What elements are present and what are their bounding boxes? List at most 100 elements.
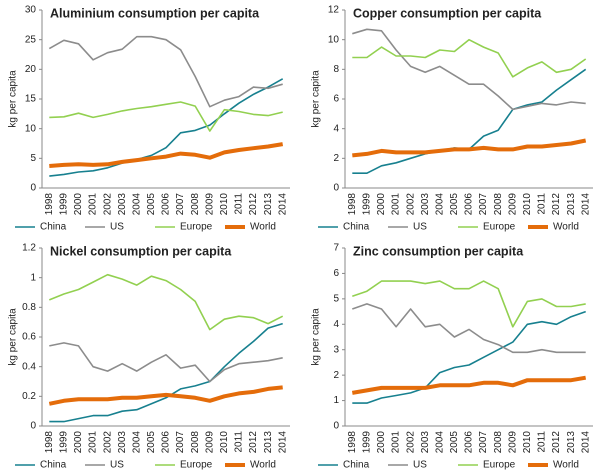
chart-title: Zinc consumption per capita xyxy=(353,244,524,258)
y-tick-label: 0 xyxy=(30,183,36,194)
chart-title: Nickel consumption per capita xyxy=(50,244,232,258)
x-tick-label: 2003 xyxy=(420,193,431,216)
y-tick-label: 2 xyxy=(333,370,339,381)
legend-label: US xyxy=(413,460,427,471)
x-tick-label: 1998 xyxy=(347,431,358,454)
y-tick-label: 0.2 xyxy=(22,391,36,402)
x-tick-label: 2011 xyxy=(537,431,548,453)
x-tick-label: 2006 xyxy=(464,431,475,454)
x-tick-label: 2013 xyxy=(263,431,274,454)
y-tick-label: 0 xyxy=(333,183,339,194)
y-tick-label: 7 xyxy=(333,243,339,254)
x-tick-label: 2001 xyxy=(391,431,402,454)
legend-label: World xyxy=(553,222,579,233)
x-tick-label: 2009 xyxy=(204,431,215,454)
x-tick-label: 2013 xyxy=(566,193,577,216)
series-line xyxy=(49,142,284,168)
y-tick-label: 6 xyxy=(333,268,339,279)
x-tick-label: 2008 xyxy=(493,193,504,216)
y-tick-label: 10 xyxy=(328,34,340,45)
x-tick-label: 2004 xyxy=(131,193,142,216)
y-tick-label: 5 xyxy=(30,153,36,164)
x-tick-label: 1999 xyxy=(362,431,373,454)
y-tick-label: 1 xyxy=(30,272,36,283)
y-tick-label: 0.6 xyxy=(22,332,36,343)
x-tick-label: 2010 xyxy=(219,193,230,216)
series-line xyxy=(352,28,586,111)
series-line xyxy=(352,280,586,328)
x-tick-label: 2014 xyxy=(580,431,591,454)
legend-label: China xyxy=(40,222,67,233)
y-tick-label: 0.8 xyxy=(22,302,36,313)
x-tick-label: 1998 xyxy=(44,431,55,454)
series-line xyxy=(352,310,586,404)
legend-label: Europe xyxy=(180,222,213,233)
x-tick-label: 2002 xyxy=(405,431,416,454)
y-tick-label: 2 xyxy=(333,153,339,164)
series-line xyxy=(49,322,283,423)
legend-label: Europe xyxy=(180,460,213,471)
x-tick-label: 2014 xyxy=(580,193,591,216)
chart-title: Aluminium consumption per capita xyxy=(50,6,260,20)
x-tick-label: 2007 xyxy=(175,431,186,454)
y-axis-label: kg per capita xyxy=(311,308,322,366)
y-axis-label: kg per capita xyxy=(8,308,19,366)
x-tick-label: 2011 xyxy=(537,193,548,215)
x-tick-label: 2004 xyxy=(131,431,142,454)
x-tick-label: 2002 xyxy=(102,193,113,216)
y-tick-label: 10 xyxy=(25,123,37,134)
series-line xyxy=(352,38,587,78)
series-line xyxy=(351,375,587,395)
x-tick-label: 2000 xyxy=(73,193,84,216)
x-tick-label: 2012 xyxy=(551,431,562,454)
y-tick-label: 30 xyxy=(25,5,37,16)
chart-panel: 0 2 4 6 8 10 12 1998 1999 2000 2001 2002 2003 2004 200… xyxy=(311,5,593,233)
x-tick-label: 2002 xyxy=(405,193,416,216)
x-tick-label: 2005 xyxy=(449,431,460,454)
y-tick-label: 0 xyxy=(333,421,339,432)
chart-panel: 0 0.2 0.4 0.6 0.8 1 1.2 1998 1999 2000 2001 2002 200… xyxy=(8,243,290,471)
series-line xyxy=(49,78,284,177)
y-tick-label: 6 xyxy=(333,94,339,105)
x-tick-label: 2010 xyxy=(522,431,533,454)
x-tick-label: 2014 xyxy=(277,193,288,216)
x-tick-label: 2007 xyxy=(478,431,489,454)
x-tick-label: 1998 xyxy=(44,193,55,216)
y-tick-label: 25 xyxy=(25,34,37,45)
legend-label: China xyxy=(343,222,370,233)
legend-label: US xyxy=(110,460,124,471)
x-tick-label: 2012 xyxy=(551,193,562,216)
x-tick-label: 2011 xyxy=(234,431,245,453)
x-tick-label: 2007 xyxy=(175,193,186,216)
chart-panel: 0 1 2 3 4 5 6 7 1998 1999 2000 2001 2002 2003 2004 2005… xyxy=(311,243,593,471)
legend-label: US xyxy=(110,222,124,233)
x-tick-label: 2008 xyxy=(493,431,504,454)
legend-label: Europe xyxy=(483,222,516,233)
x-tick-label: 2009 xyxy=(204,193,215,216)
x-tick-label: 2000 xyxy=(376,431,387,454)
series-line xyxy=(352,303,586,354)
legend-label: Europe xyxy=(483,460,516,471)
x-tick-label: 2001 xyxy=(88,193,99,216)
x-tick-label: 2003 xyxy=(117,431,128,454)
x-tick-label: 2010 xyxy=(522,193,533,216)
x-tick-label: 2010 xyxy=(219,431,230,454)
chart-panel: 0 5 10 15 20 25 30 1998 1999 2000 2001 2002 2003 2004… xyxy=(8,5,290,233)
x-tick-label: 2005 xyxy=(146,193,157,216)
x-tick-label: 2001 xyxy=(88,431,99,454)
y-tick-label: 0.4 xyxy=(22,361,36,372)
x-tick-label: 2009 xyxy=(507,193,518,216)
x-tick-label: 2006 xyxy=(464,193,475,216)
x-tick-label: 2012 xyxy=(248,193,259,216)
x-tick-label: 2013 xyxy=(263,193,274,216)
y-tick-label: 4 xyxy=(333,123,339,134)
y-tick-label: 4 xyxy=(333,319,339,330)
x-tick-label: 2012 xyxy=(248,431,259,454)
y-tick-label: 5 xyxy=(333,293,339,304)
x-tick-label: 2003 xyxy=(420,431,431,454)
x-tick-label: 2014 xyxy=(277,431,288,454)
x-tick-label: 1998 xyxy=(347,193,358,216)
series-line xyxy=(49,342,283,383)
y-tick-label: 1 xyxy=(333,395,339,406)
